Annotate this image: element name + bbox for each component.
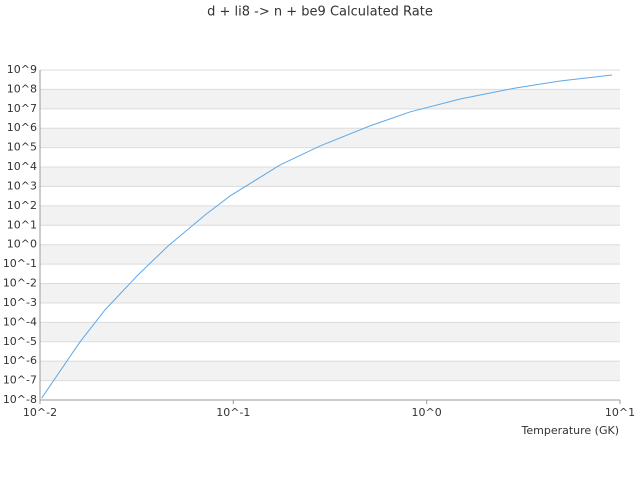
y-tick-label: 10^4 [7, 160, 37, 173]
y-tick-label: 10^5 [7, 141, 37, 154]
y-tick-label: 10^6 [7, 121, 37, 134]
grid-band [40, 244, 620, 265]
grid-band [40, 89, 620, 109]
y-tick-label: 10^-2 [3, 277, 37, 290]
y-tick-label: 10^-3 [3, 296, 37, 309]
y-tick-label: 10^1 [7, 218, 37, 231]
data-line [41, 74, 613, 399]
x-tick-label: 10^-1 [216, 406, 250, 419]
grid-band [40, 128, 620, 148]
y-tick-label: 10^8 [7, 82, 37, 95]
y-tick-label: 10^-5 [3, 335, 37, 348]
y-tick-label: 10^-1 [3, 257, 37, 270]
y-tick-label: 10^0 [7, 238, 37, 251]
grid-band [40, 283, 620, 303]
chart-title: d + li8 -> n + be9 Calculated Rate [207, 5, 433, 20]
y-tick-label: 10^3 [7, 179, 37, 192]
grid-band [40, 322, 620, 342]
x-tick-label: 10^-2 [23, 406, 57, 419]
y-tick-label: 10^-7 [3, 374, 37, 387]
y-tick-label: 10^-8 [3, 393, 37, 406]
y-tick-label: 10^2 [7, 199, 37, 212]
grid-band [40, 167, 620, 187]
x-axis-label: Temperature (GK) [521, 424, 620, 437]
x-tick-label: 10^0 [412, 406, 442, 419]
grid-band [40, 205, 620, 226]
x-tick-label: 10^1 [605, 406, 635, 419]
grid-band [40, 361, 620, 381]
y-tick-label: 10^7 [7, 102, 37, 115]
y-tick-label: 10^-4 [3, 315, 37, 328]
y-tick-label: 10^9 [7, 63, 37, 76]
y-tick-label: 10^-6 [3, 354, 37, 367]
